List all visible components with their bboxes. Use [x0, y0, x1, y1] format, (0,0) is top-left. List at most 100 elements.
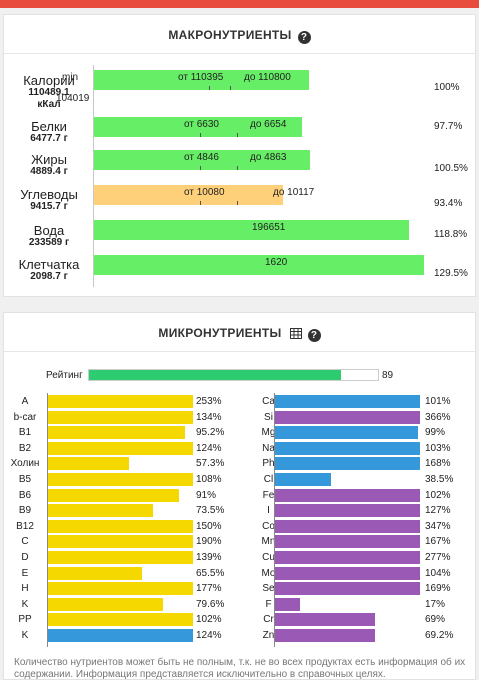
macro-name: Жиры — [31, 152, 67, 167]
question-circle-icon[interactable]: ? — [307, 329, 321, 342]
nutrient-percent: 139% — [196, 552, 222, 563]
nutrient-bar — [48, 551, 193, 564]
nutrient-name: Ca — [262, 396, 275, 407]
top-accent-bar — [0, 0, 479, 8]
nutrient-percent: 65.5% — [196, 568, 225, 579]
nutrient-percent: 169% — [425, 583, 451, 594]
question-circle-icon[interactable]: ? — [297, 31, 311, 44]
nutrient-bar — [275, 567, 420, 580]
macro-percent: 100.5% — [434, 163, 468, 174]
nutrient-percent: 190% — [196, 536, 222, 547]
nutrient-name: F — [265, 599, 272, 610]
table-grid-icon[interactable] — [289, 328, 302, 342]
macronutrients-title: МАКРОНУТРИЕНТЫ — [168, 28, 292, 42]
nutrient-bar — [275, 457, 420, 470]
macro-tick — [230, 86, 231, 90]
nutrient-bar — [275, 582, 420, 595]
nutrient-percent: 127% — [425, 505, 451, 516]
micronutrients-card: МИКРОНУТРИЕНТЫ? Рейтинг 89 A 253% b-car 134… — [3, 312, 476, 680]
macro-bar-label: от 10080 — [184, 187, 225, 198]
nutrient-percent: 102% — [196, 614, 222, 625]
nutrient-name: B1 — [18, 427, 32, 438]
nutrient-percent: 134% — [196, 412, 222, 423]
macro-unit: кКал — [37, 99, 61, 110]
nutrient-percent: 366% — [425, 412, 451, 423]
nutrient-percent: 104% — [425, 568, 451, 579]
nutrient-bar — [275, 489, 420, 502]
macro-value: 6477.7 г — [30, 133, 68, 144]
nutrient-percent: 347% — [425, 521, 451, 532]
nutrient-bar — [48, 504, 153, 517]
nutrient-percent: 38.5% — [425, 474, 454, 485]
nutrient-bar — [275, 473, 331, 486]
macro-axis — [93, 65, 94, 287]
macro-bar-label: 196651 — [252, 222, 286, 233]
nutrient-name: Mg — [261, 427, 276, 438]
nutrient-bar — [275, 395, 420, 408]
nutrient-percent: 95.2% — [196, 427, 225, 438]
nutrient-name: Fe — [262, 490, 275, 501]
macro-percent: 97.7% — [434, 121, 463, 132]
nutrient-name: C — [21, 536, 29, 547]
nutrient-bar — [48, 582, 193, 595]
rating-label: Рейтинг — [46, 370, 83, 381]
nutrient-bar — [275, 613, 375, 626]
nutrient-name: Mo — [261, 568, 276, 579]
nutrient-bar — [275, 426, 418, 439]
nutrient-bar — [275, 442, 420, 455]
nutrient-percent: 150% — [196, 521, 222, 532]
nutrient-percent: 101% — [425, 396, 451, 407]
nutrient-name: B5 — [18, 474, 32, 485]
nutrient-percent: 69.2% — [425, 630, 454, 641]
nutrient-percent: 57.3% — [196, 458, 225, 469]
macro-bar-label: до 4863 — [250, 152, 287, 163]
macro-bar — [94, 185, 283, 205]
macro-value: 9415.7 г — [30, 201, 68, 212]
nutrient-percent: 91% — [196, 490, 217, 501]
macro-value: 4889.4 г — [30, 166, 68, 177]
macro-tick — [200, 201, 201, 205]
nutrient-bar — [48, 629, 193, 642]
nutrient-bar — [48, 613, 193, 626]
macro-name: Белки — [31, 119, 67, 134]
macro-bar-label: min — [62, 72, 79, 83]
nutrient-percent: 177% — [196, 583, 222, 594]
nutrient-bar — [48, 411, 193, 424]
nutrient-name: B2 — [18, 443, 32, 454]
header-divider — [4, 53, 475, 54]
macro-tick — [237, 201, 238, 205]
nutrient-name: D — [21, 552, 29, 563]
nutrient-name: A — [21, 396, 29, 407]
nutrient-percent: 124% — [196, 630, 222, 641]
nutrient-name: Mn — [261, 536, 276, 547]
nutrient-name: Cl — [263, 474, 274, 485]
nutrient-percent: 103% — [425, 443, 451, 454]
nutrient-name: E — [21, 568, 29, 579]
nutrient-name: B9 — [18, 505, 32, 516]
nutrient-bar — [275, 520, 420, 533]
rating-bar — [88, 369, 379, 381]
nutrient-percent: 17% — [425, 599, 446, 610]
nutrient-name: Si — [264, 412, 273, 423]
macro-value: 110489.1 — [28, 87, 70, 98]
macro-bar — [94, 220, 409, 240]
macro-name: Калории — [23, 73, 75, 88]
macro-bar-label: от 4846 — [184, 152, 219, 163]
nutrient-name: H — [21, 583, 29, 594]
nutrient-percent: 99% — [425, 427, 446, 438]
nutrient-name: Cr — [263, 614, 274, 625]
macro-bar-label: 1620 — [265, 257, 288, 268]
nutrient-name: K — [21, 599, 29, 610]
footnote: Количество нутриентов может быть не полн… — [14, 657, 466, 680]
nutrient-bar — [48, 426, 185, 439]
nutrient-percent: 277% — [425, 552, 451, 563]
nutrient-bar — [275, 411, 420, 424]
nutrient-name: PP — [18, 614, 32, 625]
nutrient-name: B12 — [16, 521, 34, 532]
nutrient-bar — [275, 551, 420, 564]
nutrient-name: Se — [262, 583, 275, 594]
nutrient-bar — [275, 535, 420, 548]
macro-bar-label: до 110800 — [244, 72, 291, 83]
micronutrients-title: МИКРОНУТРИЕНТЫ — [158, 326, 282, 340]
nutrient-percent: 108% — [196, 474, 222, 485]
